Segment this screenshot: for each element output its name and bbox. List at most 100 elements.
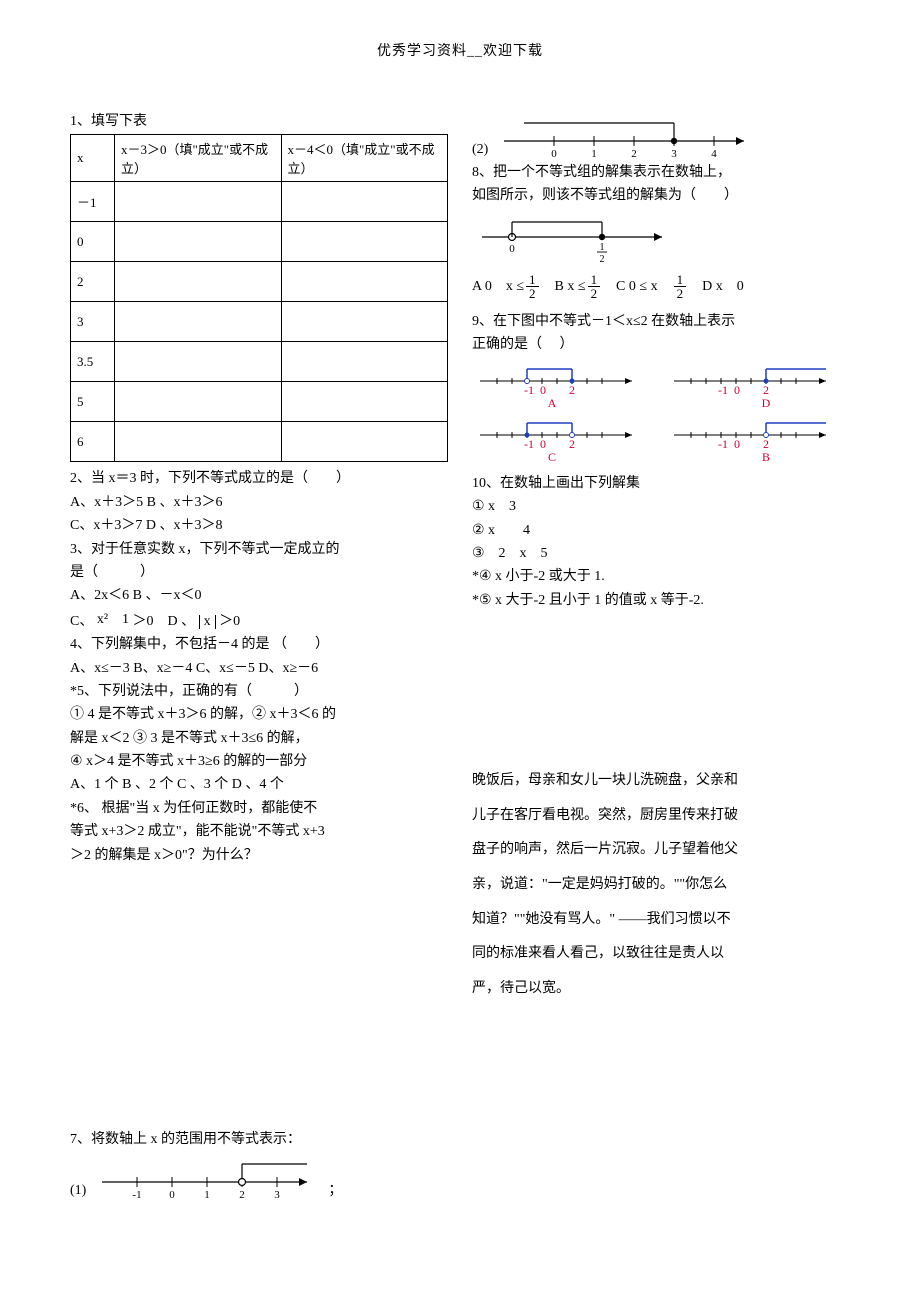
opt-c: C 0 ≤ x xyxy=(602,276,672,298)
svg-text:4: 4 xyxy=(712,148,718,160)
frac-half: 12 xyxy=(588,273,601,301)
q9-line: 正确的是（ ） xyxy=(472,334,850,356)
q7-1-semicolon: ； xyxy=(328,1180,342,1202)
number-line-7-2: 0 1 2 3 4 xyxy=(494,111,754,161)
story-line: 亲，说道："一定是妈妈打破的。""你怎么 xyxy=(472,868,850,902)
svg-text:3: 3 xyxy=(275,1189,281,1201)
q3-line: C、 x² 1 ＞0 D 、 x ＞0 xyxy=(70,609,448,633)
svg-text:C: C xyxy=(548,450,556,464)
th-x: x xyxy=(71,135,115,182)
cell-x: 5 xyxy=(71,382,115,422)
svg-text:1: 1 xyxy=(600,242,605,253)
svg-text:2: 2 xyxy=(600,254,605,265)
svg-text:2: 2 xyxy=(632,148,638,160)
cell xyxy=(281,262,448,302)
svg-text:-1: -1 xyxy=(133,1189,142,1201)
cell xyxy=(281,422,448,462)
q10-line: 10、在数轴上画出下列解集 xyxy=(472,473,850,495)
opt-b: B x ≤ xyxy=(541,276,586,298)
q9-a: -1 0 2 A xyxy=(472,361,642,411)
svg-text:-1: -1 xyxy=(524,437,534,451)
q5-line: ④ x＞4 是不等式 x＋3≥6 的解的一部分 xyxy=(70,751,448,773)
q9-line: 9、在下图中不等式－1＜x≤2 在数轴上表示 xyxy=(472,311,850,333)
q9-d: -1 0 2 D xyxy=(666,361,836,411)
svg-text:A: A xyxy=(548,396,557,410)
q3c-expr: x² 1 xyxy=(97,612,129,627)
svg-text:0: 0 xyxy=(734,437,740,451)
opt-d: D x 0 xyxy=(688,276,744,298)
cell xyxy=(115,302,282,342)
number-line-7-1: -1 0 1 2 3 xyxy=(92,1152,322,1202)
q1-table: x x－3＞0（填"成立"或不成立） x－4＜0（填"成立"或不成立） －1 0… xyxy=(70,134,448,462)
q6-line: *6、 根据"当 x 为任何正数时，都能使不 xyxy=(70,798,448,820)
q10-line: *④ x 小于-2 或大于 1. xyxy=(472,566,850,588)
q10-line: ① x 3 xyxy=(472,496,850,518)
q8-options: A 0 x ≤ 12 B x ≤ 12 C 0 ≤ x 12 D x 0 xyxy=(472,273,850,301)
q5-line: *5、下列说法中，正确的有（ ） xyxy=(70,681,448,703)
cell xyxy=(281,382,448,422)
frac-half: 12 xyxy=(674,273,687,301)
svg-text:2: 2 xyxy=(569,437,575,451)
svg-text:0: 0 xyxy=(734,383,740,397)
svg-text:0: 0 xyxy=(540,383,546,397)
q7-title: 7、将数轴上 x 的范围用不等式表示： xyxy=(70,1129,448,1151)
q3-line: 是（ ） xyxy=(70,562,448,584)
svg-text:0: 0 xyxy=(170,1189,176,1201)
cell xyxy=(115,262,282,302)
q2-line: C、x＋3＞7 D 、x＋3＞8 xyxy=(70,515,448,537)
q7-1-label: (1) xyxy=(70,1180,86,1202)
cell-x: 6 xyxy=(71,422,115,462)
svg-text:B: B xyxy=(762,450,770,464)
q3c-mid: ＞0 D 、 xyxy=(133,614,196,629)
q6-line: 等式 x+3＞2 成立"，能不能说"不等式 x+3 xyxy=(70,821,448,843)
cell xyxy=(281,182,448,222)
q2-line: A、x＋3＞5 B 、x＋3＞6 xyxy=(70,492,448,514)
svg-text:-1: -1 xyxy=(524,383,534,397)
svg-text:3: 3 xyxy=(672,148,678,160)
story-line: 盘子的响声，然后一片沉寂。儿子望着他父 xyxy=(472,833,850,867)
q10-line: ② x 4 xyxy=(472,520,850,542)
page-header: 优秀学习资料__欢迎下载 xyxy=(70,40,850,60)
q9-b: -102 B xyxy=(666,415,836,465)
q3d-suffix: ＞0 xyxy=(219,614,240,629)
cell-x: －1 xyxy=(71,182,115,222)
workspace xyxy=(70,868,448,1128)
opt-a: A 0 x ≤ xyxy=(472,276,524,298)
th-c2: x－4＜0（填"成立"或不成立） xyxy=(281,135,448,182)
q8-line: 如图所示，则该不等式组的解集为（ ） xyxy=(472,185,850,207)
q3-line: 3、对于任意实数 x，下列不等式一定成立的 xyxy=(70,539,448,561)
story-line: 晚饭后，母亲和女儿一块儿洗碗盘，父亲和 xyxy=(472,764,850,798)
workspace xyxy=(472,613,850,763)
svg-text:-1: -1 xyxy=(718,437,728,451)
cell xyxy=(115,222,282,262)
q10-line: ③ 2 x 5 xyxy=(472,543,850,565)
svg-text:2: 2 xyxy=(763,383,769,397)
svg-text:0: 0 xyxy=(540,437,546,451)
svg-text:0: 0 xyxy=(509,243,515,255)
right-column: (2) 0 1 2 3 4 8、把一个不 xyxy=(472,110,850,1203)
cell-x: 2 xyxy=(71,262,115,302)
cell xyxy=(115,422,282,462)
svg-text:2: 2 xyxy=(569,383,575,397)
cell-x: 3 xyxy=(71,302,115,342)
q4-line: 4、下列解集中，不包括－4 的是 （ ） xyxy=(70,634,448,656)
q3-line: A、2x＜6 B 、－x＜0 xyxy=(70,585,448,607)
q9-figures: -1 0 2 A -1 0 2 D xyxy=(472,361,850,465)
story-line: 同的标准来看人看己，以致往往是责人以 xyxy=(472,937,850,971)
cell xyxy=(281,342,448,382)
svg-text:2: 2 xyxy=(240,1189,246,1201)
svg-text:D: D xyxy=(762,396,771,410)
q7-1: (1) -1 0 1 2 3 xyxy=(70,1152,448,1202)
q5-line: ① 4 是不等式 x＋3＞6 的解，② x＋3＜6 的 xyxy=(70,704,448,726)
story-line: 严，待己以宽。 xyxy=(472,972,850,1006)
story: 晚饭后，母亲和女儿一块儿洗碗盘，父亲和 儿子在客厅看电视。突然，厨房里传来打破 … xyxy=(472,764,850,1005)
svg-text:0: 0 xyxy=(552,148,558,160)
q2-line: 2、当 x＝3 时，下列不等式成立的是（ ） xyxy=(70,468,448,490)
svg-text:-1: -1 xyxy=(718,383,728,397)
story-line: 儿子在客厅看电视。突然，厨房里传来打破 xyxy=(472,799,850,833)
cell xyxy=(115,182,282,222)
q3d-abs: x xyxy=(199,615,216,629)
th-c1: x－3＞0（填"成立"或不成立） xyxy=(115,135,282,182)
svg-text:1: 1 xyxy=(592,148,598,160)
frac-half: 12 xyxy=(526,273,539,301)
